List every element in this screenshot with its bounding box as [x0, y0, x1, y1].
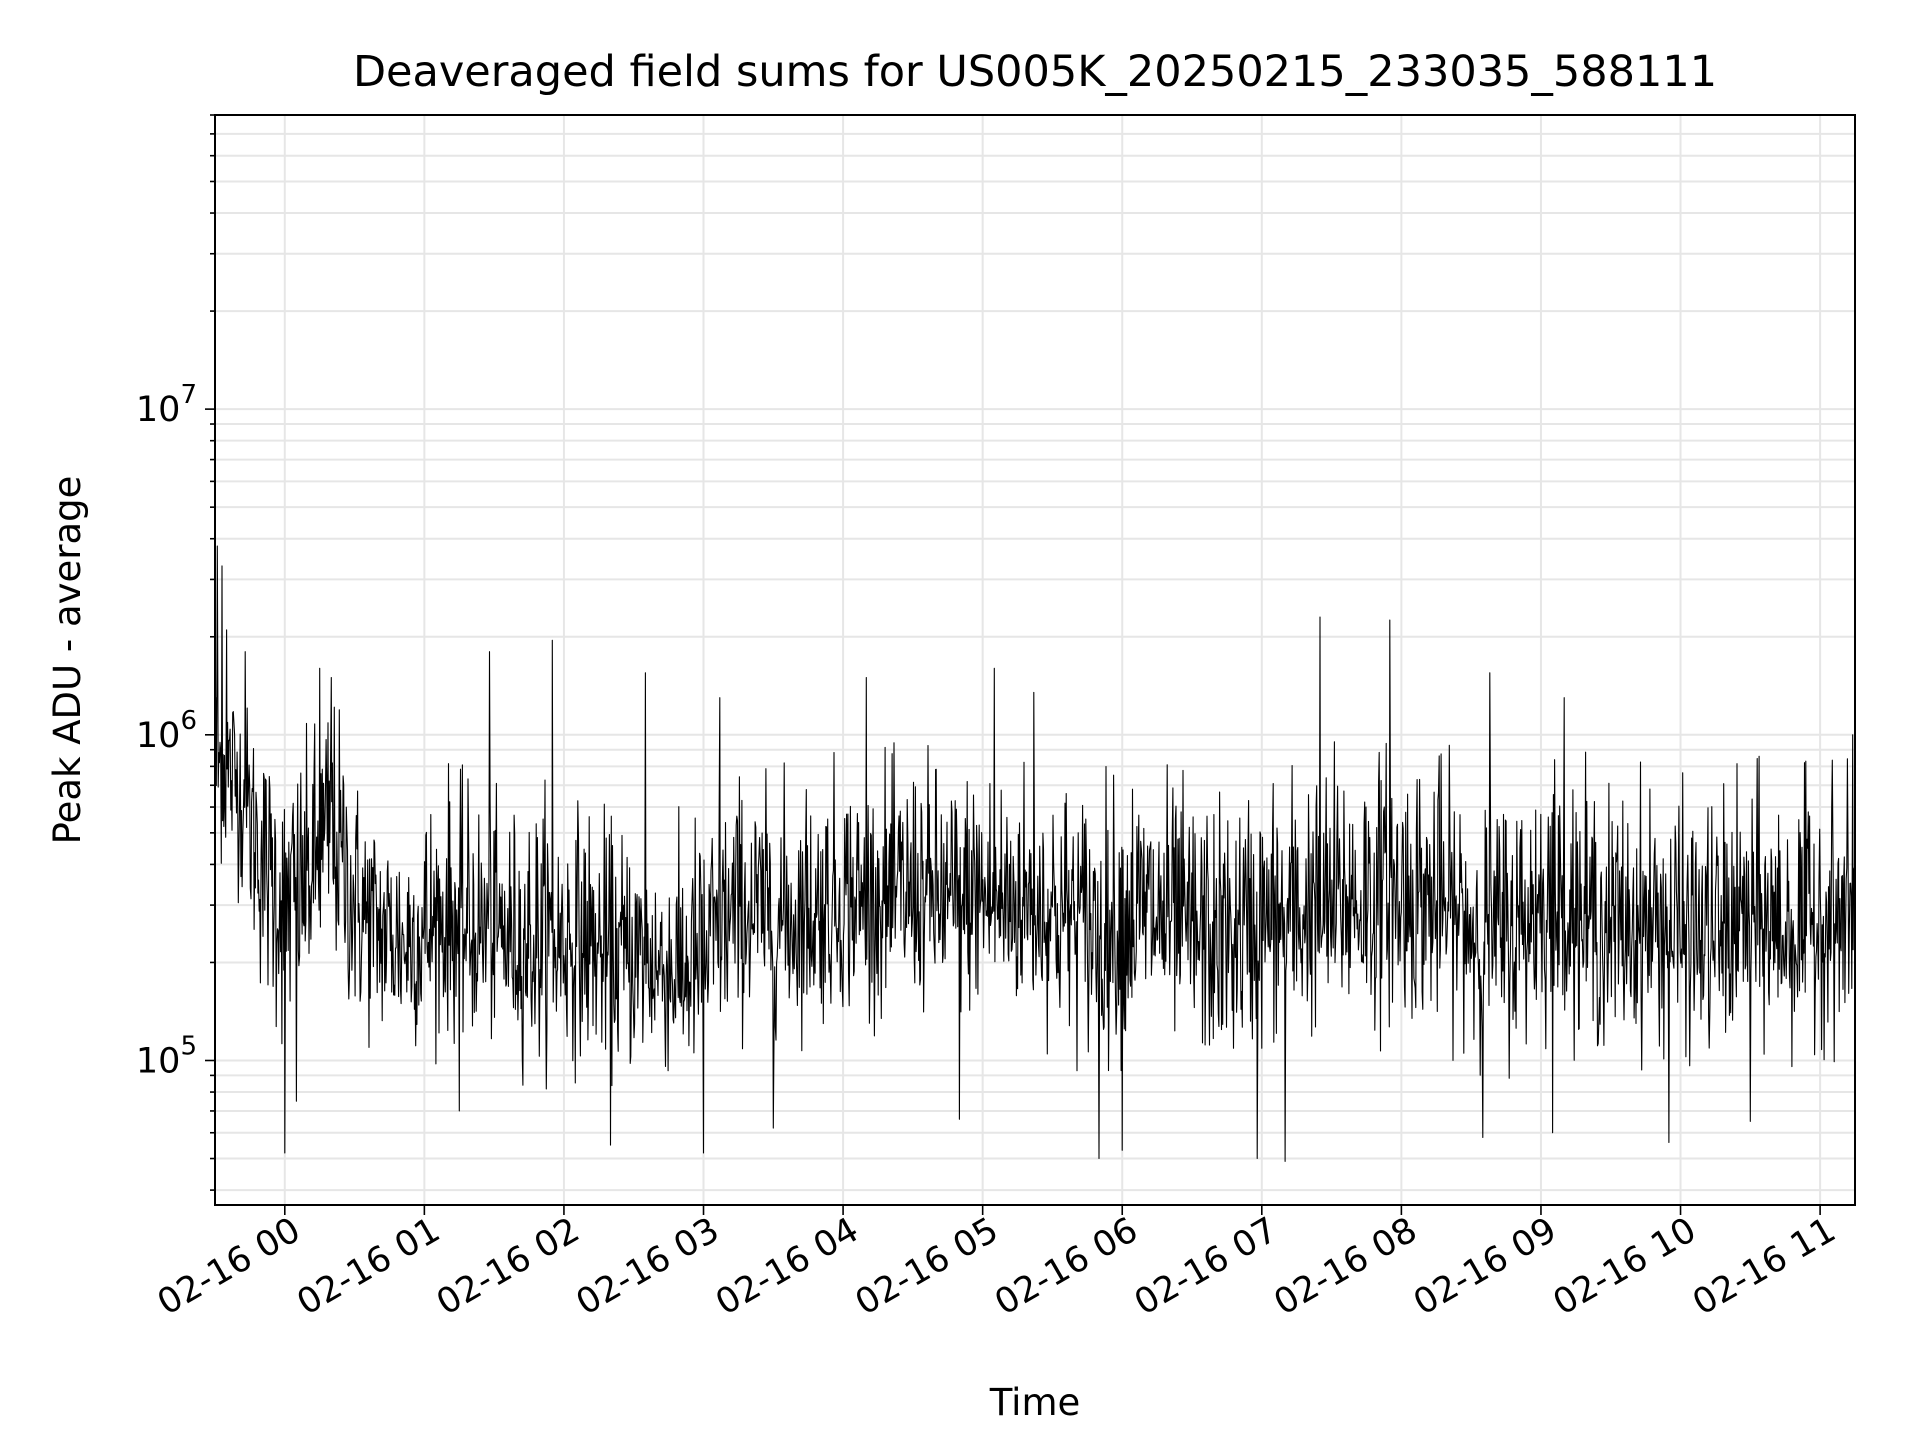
y-axis: 105 106 107: [136, 114, 215, 1191]
series-line: [214, 545, 1856, 1162]
y-axis-label: Peak ADU - average: [46, 476, 89, 845]
series-layer: [214, 545, 1856, 1162]
y-tick-label: 106: [136, 706, 197, 756]
y-tick-label: 107: [136, 380, 197, 430]
y-tick-label: 105: [136, 1031, 197, 1081]
x-axis-label: Time: [989, 1381, 1081, 1424]
chart-title: Deaveraged field sums for US005K_2025021…: [353, 47, 1717, 97]
plot-frame: [214, 114, 1856, 1206]
